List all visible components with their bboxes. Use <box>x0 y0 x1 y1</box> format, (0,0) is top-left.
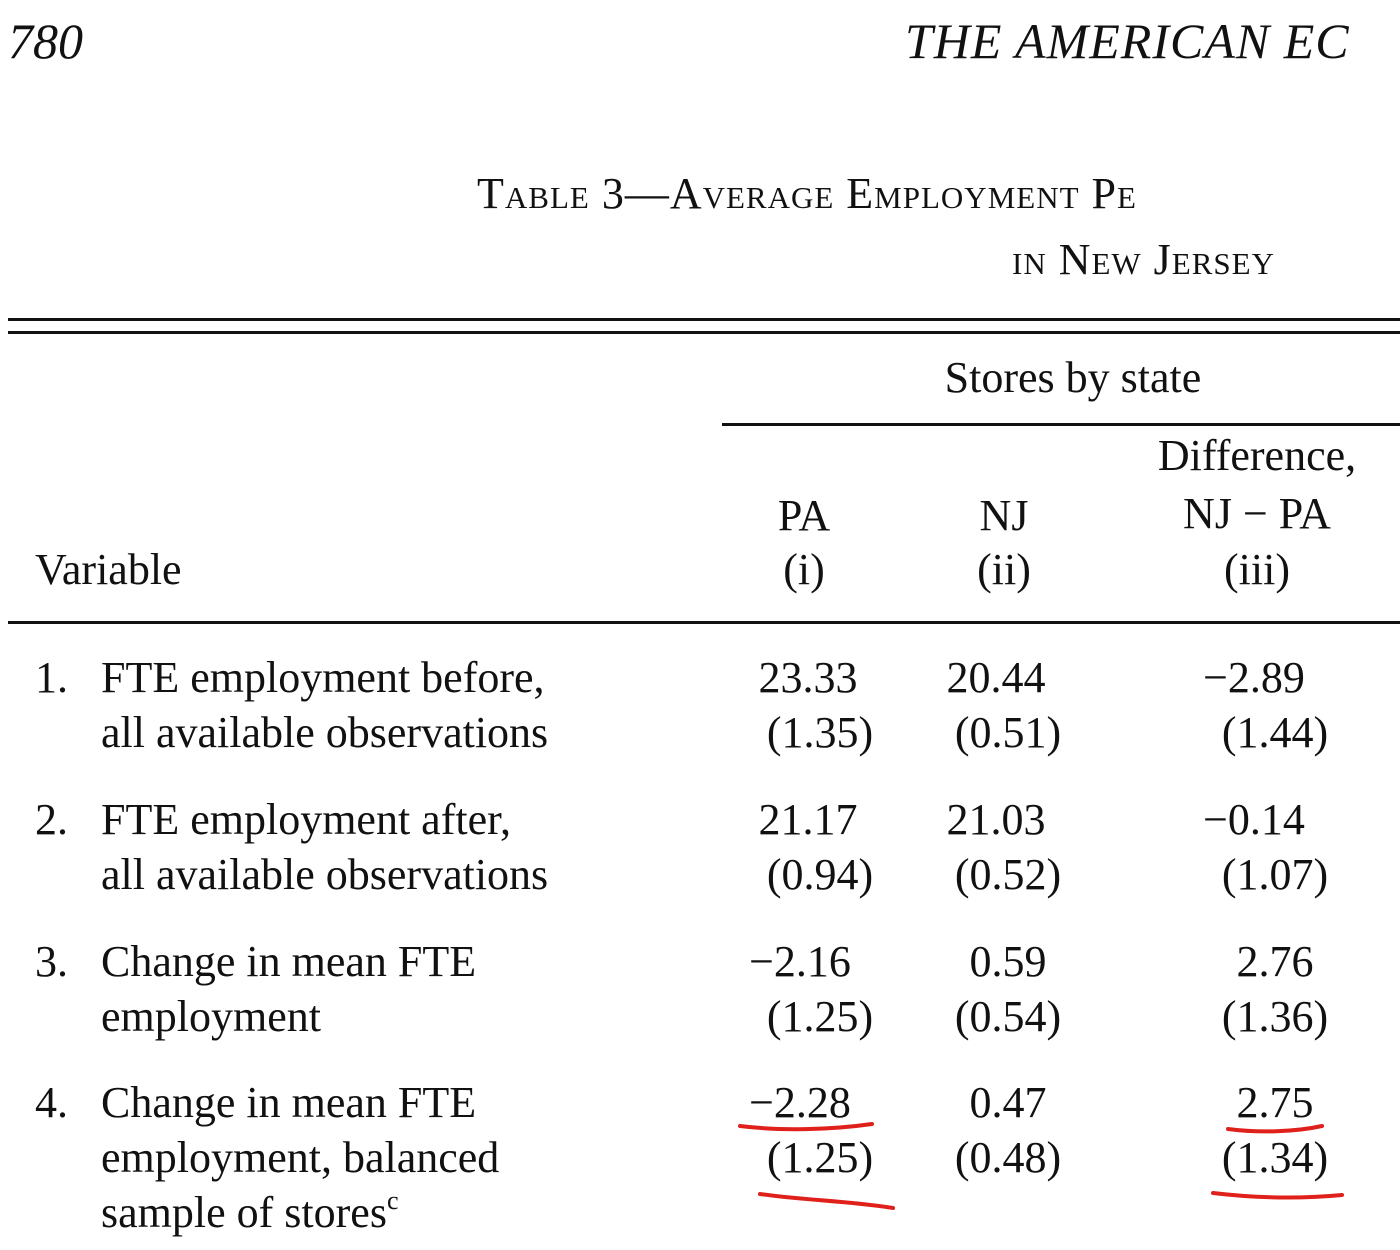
pa-value: 21.17 <box>758 795 858 844</box>
row-label-text: sample of stores <box>101 1188 387 1237</box>
pa-standard-error: (1.25) <box>766 1133 874 1182</box>
difference-column-number: (iii) <box>1224 545 1290 594</box>
nj-value: 0.59 <box>969 937 1047 986</box>
spanner-rule <box>722 423 1400 426</box>
difference-value: 2.75 <box>1236 1078 1314 1127</box>
row-label: FTE employment after, <box>101 795 512 844</box>
footnote-marker: c <box>386 1186 399 1215</box>
table-top-rule <box>8 318 1400 321</box>
difference-standard-error: (1.34) <box>1221 1133 1329 1182</box>
difference-standard-error: (1.36) <box>1221 992 1329 1041</box>
nj-standard-error: (0.54) <box>954 992 1062 1041</box>
pa-standard-error: (0.94) <box>766 850 874 899</box>
journal-title: THE AMERICAN EC <box>905 13 1350 69</box>
row-number: 1. <box>35 653 68 702</box>
nj-value: 0.47 <box>969 1078 1047 1127</box>
header-bottom-rule <box>8 621 1400 624</box>
row-label-continued: employment, balanced <box>101 1133 500 1182</box>
nj-column-number: (ii) <box>977 545 1031 594</box>
pa-standard-error: (1.25) <box>766 992 874 1041</box>
nj-standard-error: (0.52) <box>954 850 1062 899</box>
difference-header-formula: NJ − PA <box>1183 489 1331 538</box>
difference-standard-error: (1.07) <box>1221 850 1329 899</box>
row-label-continued: employment <box>101 992 321 1041</box>
nj-standard-error: (0.48) <box>954 1133 1062 1182</box>
table-caption-line-1: Table 3—Average Employment Pe <box>477 169 1137 218</box>
pa-value: −2.28 <box>749 1078 851 1127</box>
underline-difference-estimate <box>1226 1124 1324 1134</box>
row-label: Change in mean FTE <box>101 937 477 986</box>
variable-header: Variable <box>35 545 182 594</box>
page-number: 780 <box>8 13 83 69</box>
pa-standard-error: (1.35) <box>766 708 874 757</box>
difference-value: −0.14 <box>1203 795 1305 844</box>
row-label-continued: sample of storesc <box>101 1187 398 1238</box>
underline-pa-estimate <box>738 1122 874 1132</box>
table-top-rule-double <box>8 331 1400 334</box>
nj-standard-error: (0.51) <box>954 708 1062 757</box>
row-number: 4. <box>35 1078 68 1127</box>
row-number: 3. <box>35 937 68 986</box>
difference-value: −2.89 <box>1203 653 1305 702</box>
row-label: Change in mean FTE <box>101 1078 477 1127</box>
row-label: FTE employment before, <box>101 653 545 702</box>
nj-header: NJ <box>979 491 1029 540</box>
underline-difference-standard-error <box>1211 1191 1344 1200</box>
pa-value: 23.33 <box>758 653 858 702</box>
difference-header: Difference, <box>1157 431 1357 480</box>
row-label-continued: all available observations <box>101 708 549 757</box>
nj-value: 20.44 <box>946 653 1046 702</box>
difference-value: 2.76 <box>1236 937 1314 986</box>
difference-standard-error: (1.44) <box>1221 708 1329 757</box>
row-number: 2. <box>35 795 68 844</box>
nj-value: 21.03 <box>946 795 1046 844</box>
pa-value: −2.16 <box>749 937 851 986</box>
pa-column-number: (i) <box>783 545 825 594</box>
table-caption-line-2: in New Jersey <box>1012 235 1275 284</box>
row-label-continued: all available observations <box>101 850 549 899</box>
spanner-header: Stores by state <box>944 353 1202 402</box>
underline-pa-standard-error <box>758 1192 895 1210</box>
pa-header: PA <box>777 491 831 540</box>
